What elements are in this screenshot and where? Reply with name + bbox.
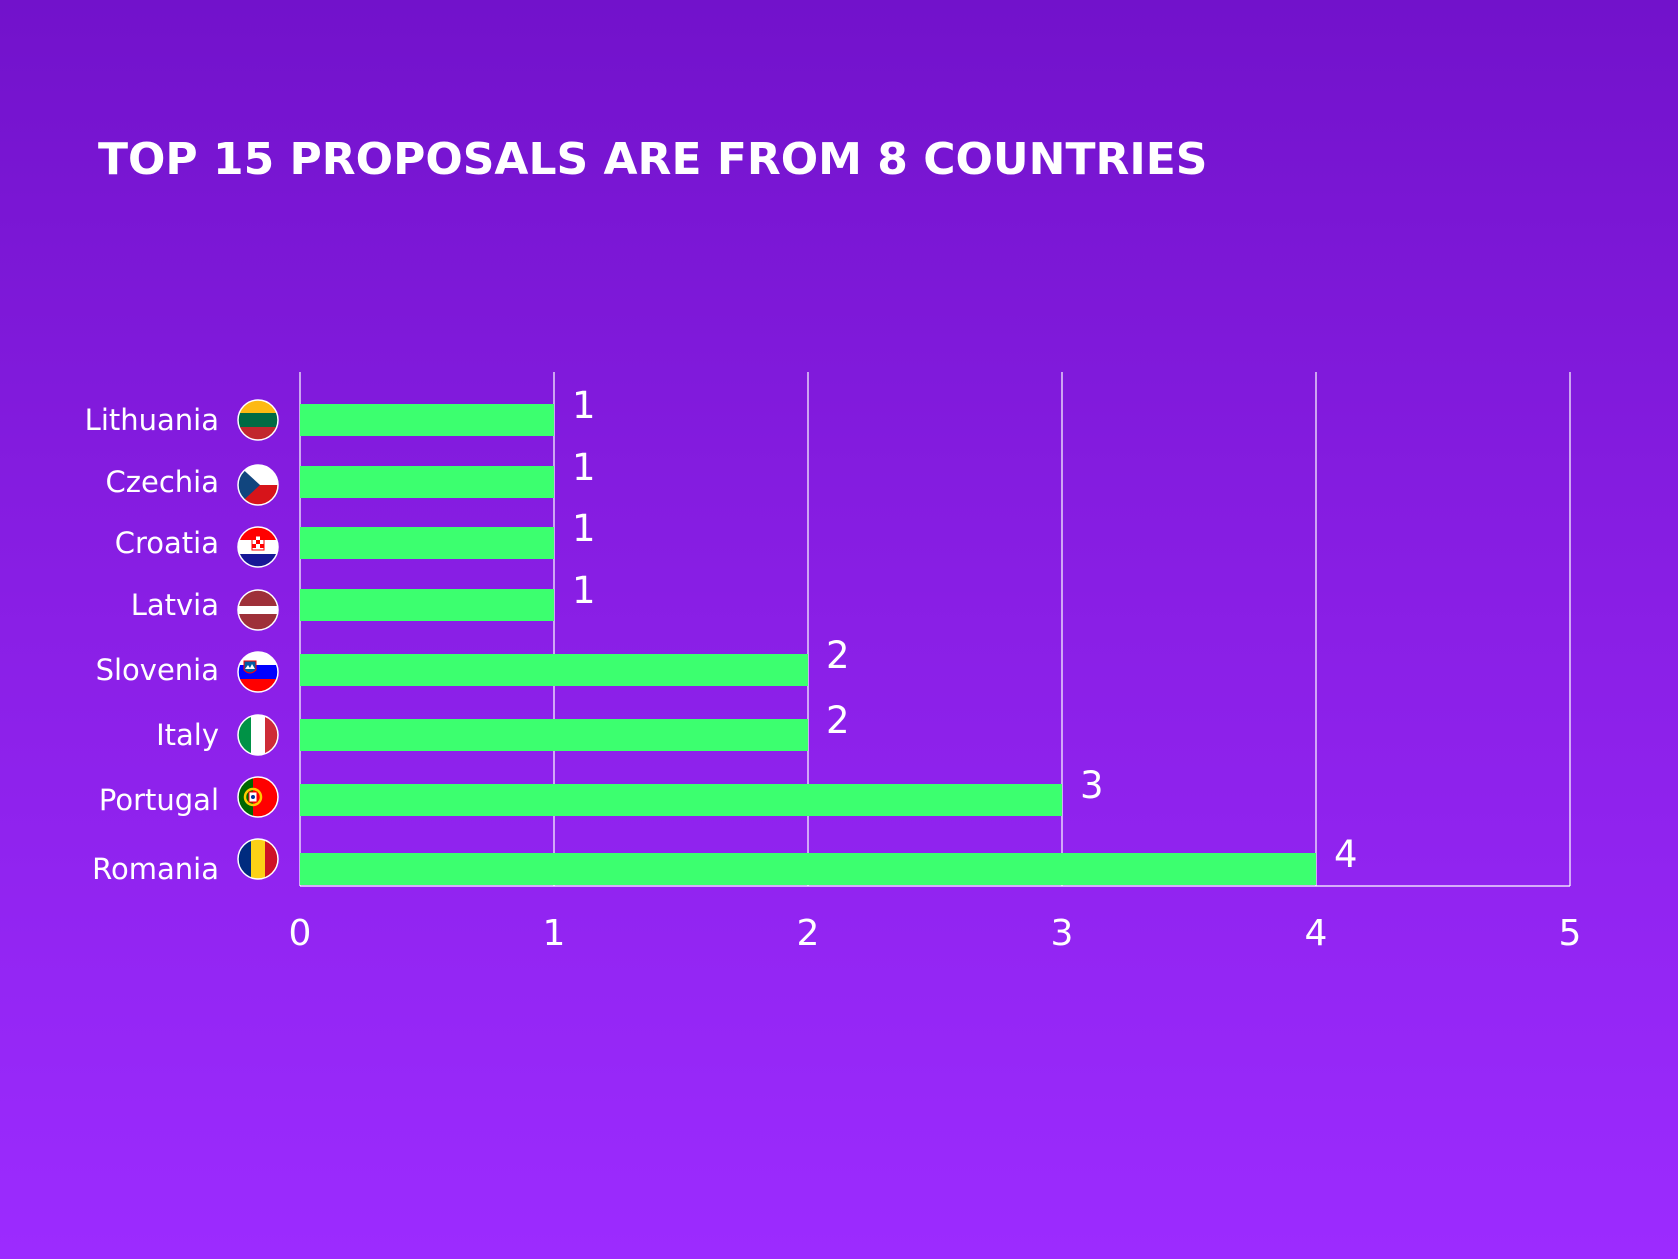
bar-portugal [300, 784, 1062, 816]
lithuania-flag-icon [238, 400, 278, 440]
data-label-romania: 4 [1334, 833, 1358, 876]
x-tick-label-4: 4 [1305, 913, 1328, 954]
x-tick-label-1: 1 [543, 913, 566, 954]
data-label-lithuania: 1 [572, 384, 596, 427]
bar-lithuania [300, 404, 554, 436]
data-label-latvia: 1 [572, 569, 596, 612]
bar-czechia [300, 466, 554, 498]
croatia-flag-icon [238, 527, 278, 567]
bar-croatia [300, 527, 554, 559]
data-label-italy: 2 [826, 699, 850, 742]
chart-title: TOP 15 PROPOSALS ARE FROM 8 COUNTRIES [98, 134, 1208, 185]
category-label-czechia: Czechia [106, 465, 219, 499]
latvia-flag-icon [238, 590, 278, 630]
data-labels: 1 1 1 1 2 2 3 4 [572, 384, 1358, 876]
x-tick-label-2: 2 [797, 913, 820, 954]
italy-flag-icon [238, 715, 278, 755]
x-tick-label-5: 5 [1559, 913, 1582, 954]
grid-lines [299, 372, 1571, 887]
category-label-slovenia: Slovenia [96, 653, 219, 687]
category-label-romania: Romania [92, 852, 219, 886]
x-tick-label-0: 0 [289, 913, 312, 954]
category-label-portugal: Portugal [99, 783, 219, 817]
category-label-lithuania: Lithuania [85, 403, 219, 437]
bar-slovenia [300, 654, 808, 686]
data-label-czechia: 1 [572, 446, 596, 489]
slovenia-flag-icon [238, 652, 278, 692]
x-axis-ticks: 0 1 2 3 4 5 [289, 913, 1582, 954]
category-label-croatia: Croatia [115, 526, 219, 560]
data-label-croatia: 1 [572, 507, 596, 550]
category-label-latvia: Latvia [131, 588, 219, 622]
data-label-slovenia: 2 [826, 634, 850, 677]
x-tick-label-3: 3 [1051, 913, 1074, 954]
czechia-flag-icon [238, 465, 278, 505]
data-label-portugal: 3 [1080, 764, 1104, 807]
bar-romania [300, 853, 1316, 885]
bar-latvia [300, 589, 554, 621]
category-labels: Lithuania Czechia Croatia Latvia Slovenia Ita… [85, 403, 219, 886]
category-label-italy: Italy [156, 718, 219, 752]
portugal-flag-icon [238, 777, 278, 817]
bar-italy [300, 719, 808, 751]
bars [300, 404, 1316, 885]
romania-flag-icon [238, 839, 278, 879]
